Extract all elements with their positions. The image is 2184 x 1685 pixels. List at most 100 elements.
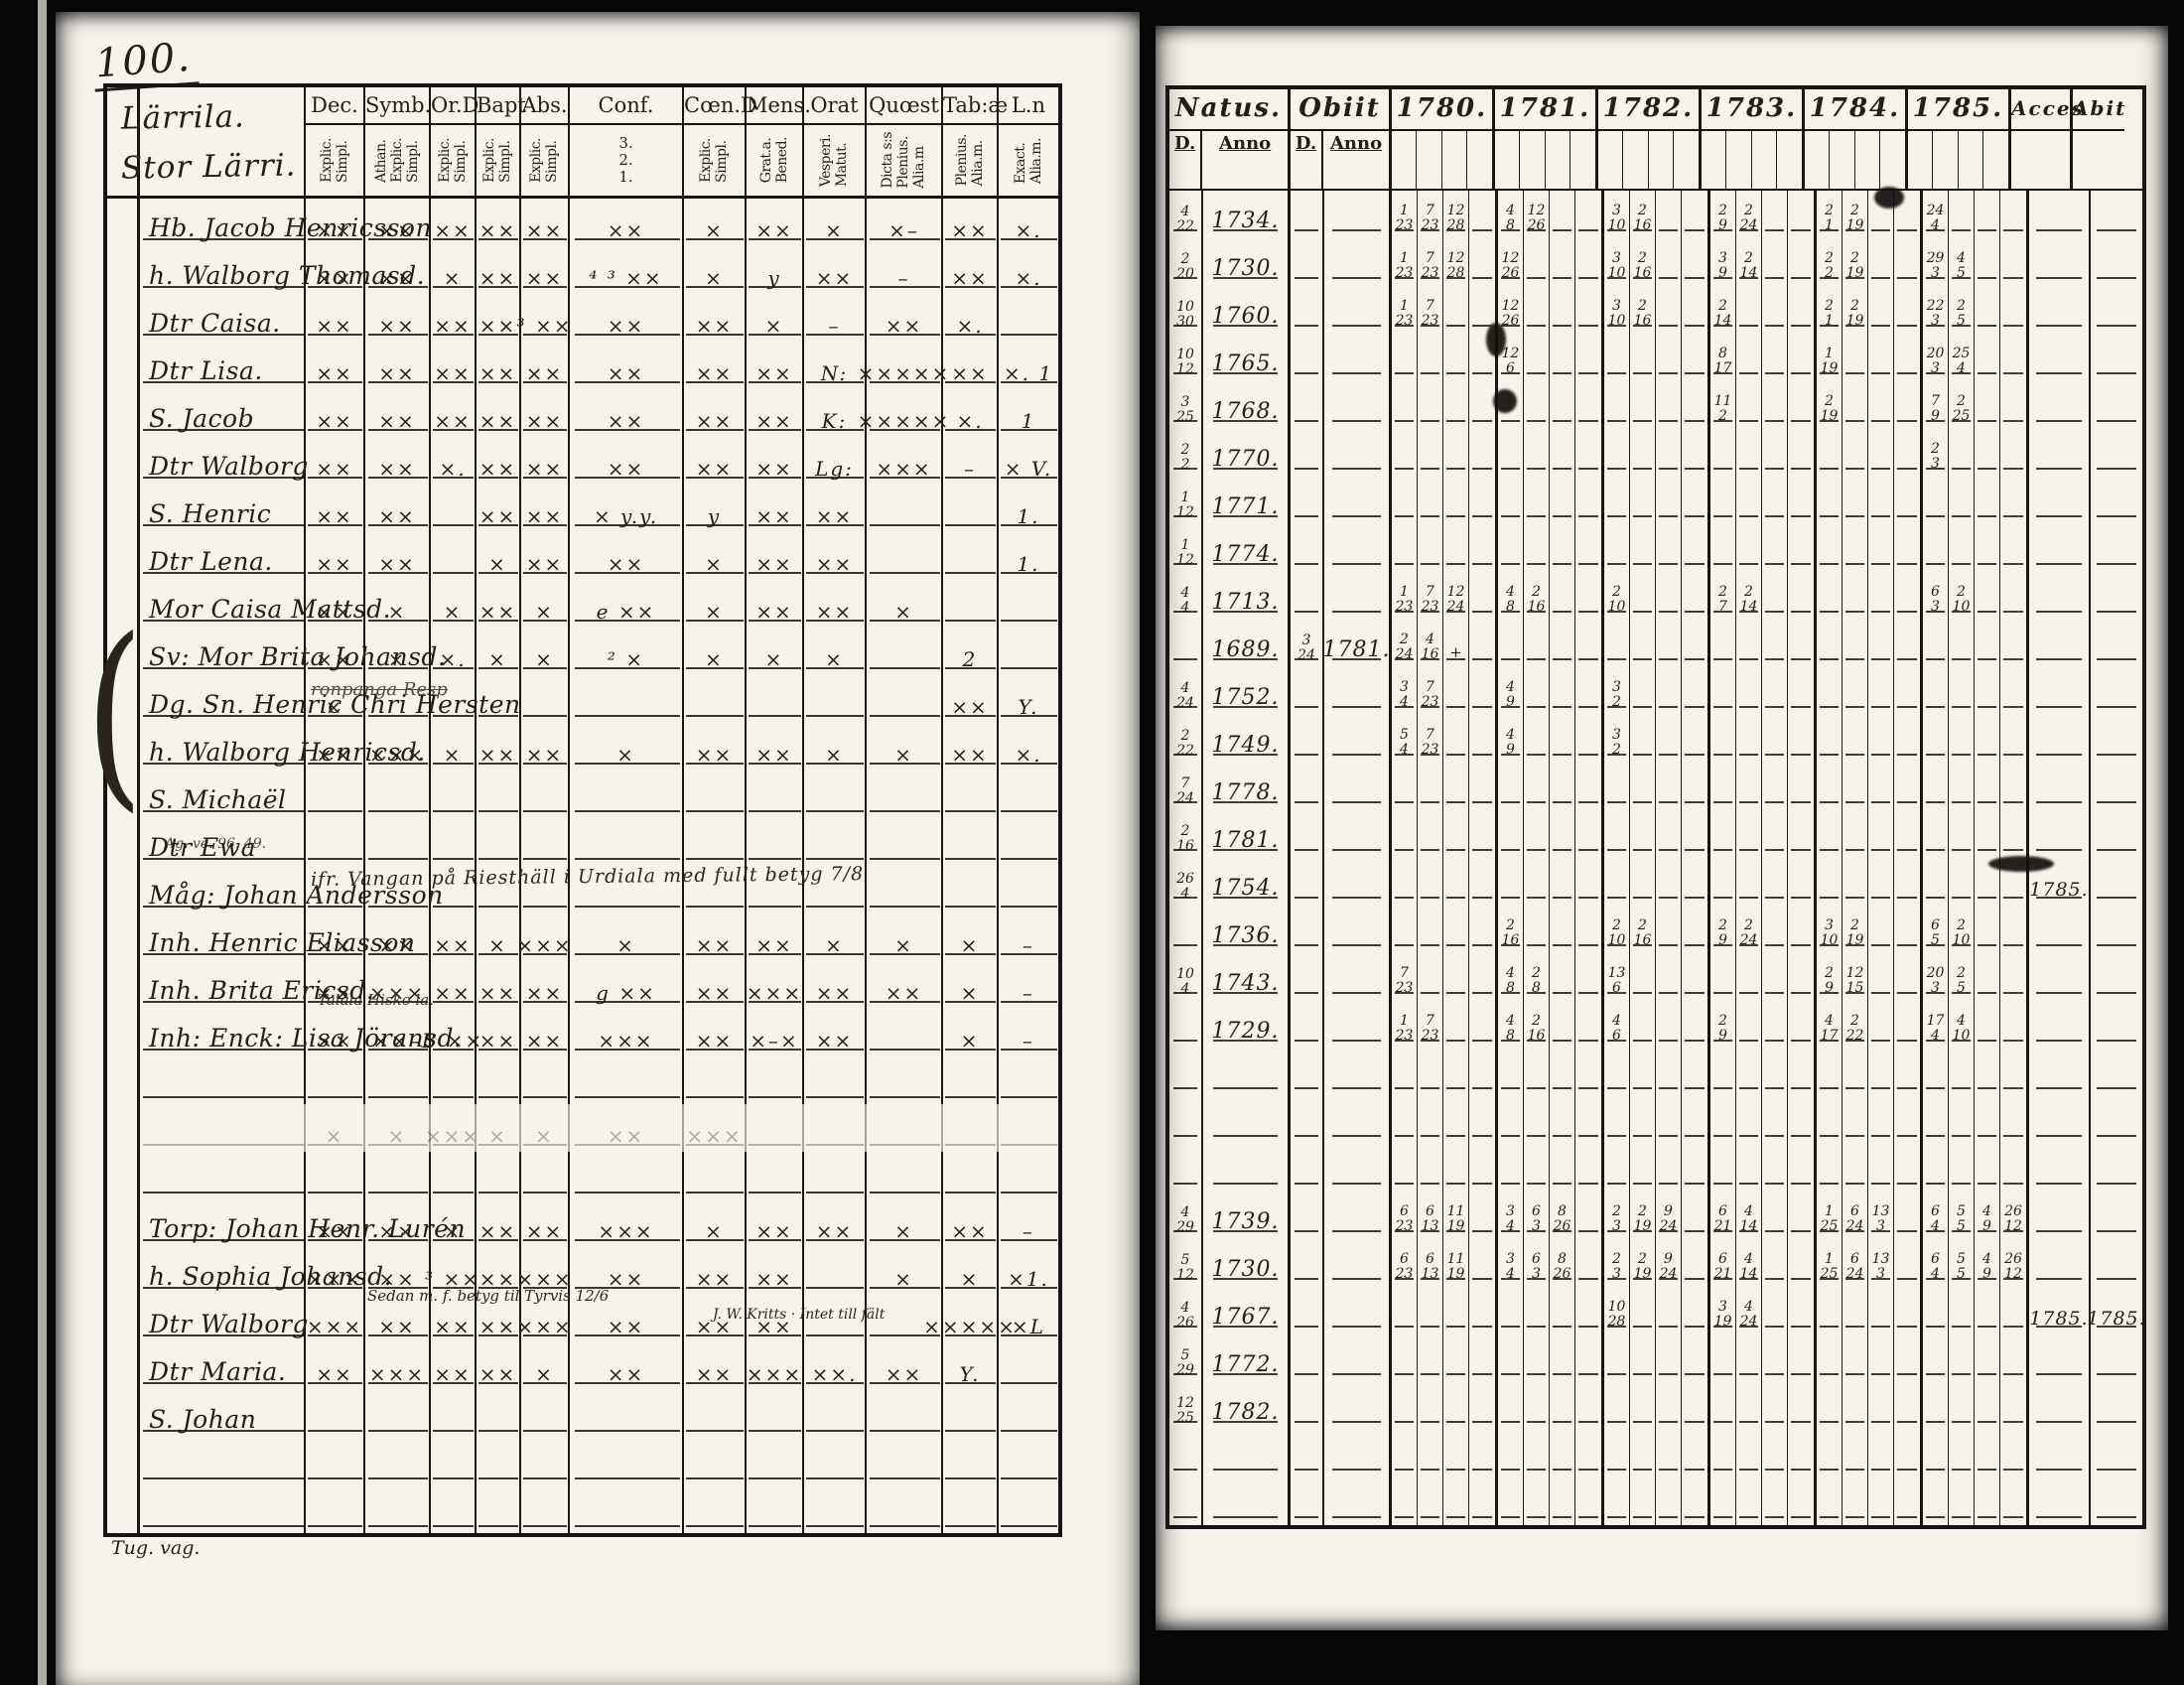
mark-cell — [431, 1485, 477, 1534]
communion-date — [1736, 1382, 1762, 1430]
communion-date — [1762, 429, 1788, 477]
numerator: 2 — [1638, 1203, 1647, 1219]
denominator: 23 — [1421, 265, 1439, 281]
date-value: 12 15 — [1846, 966, 1864, 995]
year-cell-1785 — [1923, 620, 2029, 667]
date-value: 4 10 — [1953, 1014, 1971, 1043]
mark-cell — [365, 1485, 431, 1534]
mark-cell — [999, 1104, 1058, 1152]
communion-date — [1868, 1287, 1894, 1334]
mark-cell — [684, 1152, 747, 1200]
communion-date — [1656, 763, 1682, 810]
acces-cell — [2029, 1144, 2091, 1192]
communion-date — [1736, 858, 1762, 906]
mark-cell: × — [804, 913, 867, 962]
mark-cell — [570, 1056, 684, 1105]
communion-date — [1418, 858, 1443, 906]
communion-date — [1575, 858, 1601, 906]
mark-cell: ×× — [570, 1342, 684, 1391]
natus-day: 1 12 — [1169, 524, 1203, 572]
communion-date — [1575, 429, 1601, 477]
column-header-symb: Symb. Athan. Explic. Simpl. — [365, 87, 431, 197]
year-cell-1783 — [1710, 763, 1817, 810]
year-cell-1781 — [1498, 1334, 1604, 1382]
denominator: 10 — [1607, 217, 1626, 233]
communion-date — [1392, 810, 1418, 858]
natus-anno-value: 1778. — [1211, 780, 1280, 805]
mark-cell — [804, 1152, 867, 1200]
communion-date — [1868, 1144, 1894, 1192]
communion-date — [1392, 1382, 1418, 1430]
column-subheader: Explic. Simpl. — [431, 125, 475, 196]
mark-cell — [431, 1390, 477, 1439]
mark-cell: ×× — [306, 961, 365, 1010]
table-row: Dtr Walborg ××× ×× ×× ×× ××× ×× ×× ×× ××××× ×L — [107, 1295, 1058, 1343]
denominator: 3 — [1876, 1218, 1885, 1234]
mark-cell — [570, 1485, 684, 1534]
communion-date — [1656, 858, 1682, 906]
abit-cell — [2091, 1382, 2142, 1430]
mark-cell: ×× — [365, 294, 431, 343]
communion-date — [1469, 667, 1495, 715]
column-sub-text: Explic. Simpl. — [318, 138, 350, 183]
communion-date — [1550, 1382, 1575, 1430]
numerator: 12 — [1446, 203, 1465, 218]
numerator: 2 — [1180, 251, 1190, 267]
acces-cell — [2029, 1477, 2091, 1525]
numerator: 7 — [1426, 584, 1434, 600]
mark-cell: × — [477, 913, 521, 962]
denominator: 25 — [1820, 1218, 1839, 1234]
year-cell-1784: 1 19 — [1817, 334, 1923, 381]
abit-cell — [2091, 429, 2142, 477]
communion-date — [1894, 620, 1920, 667]
mark-cell: ×× — [306, 913, 365, 962]
communion-date — [1656, 810, 1682, 858]
year-subcolumn — [1598, 131, 1624, 189]
natus-anno-value: 1752. — [1211, 685, 1280, 710]
year-cell-1785 — [1923, 667, 2029, 715]
mark-cell — [867, 1485, 943, 1534]
abit-cell — [2091, 334, 2142, 381]
abit-cell — [2091, 286, 2142, 334]
date-value: 6 24 — [1846, 1204, 1864, 1233]
communion-date: 20 3 — [1923, 953, 1949, 1001]
denominator: 24 — [1739, 217, 1758, 233]
natus-anno-value: 1739. — [1211, 1209, 1280, 1234]
mark-cell: ×× — [306, 342, 365, 390]
numerator: 2 — [1638, 917, 1647, 933]
numerator: 1 — [1180, 537, 1190, 553]
mark-cell: ×. — [431, 437, 477, 486]
mark-cell: ×× — [804, 532, 867, 581]
communion-date — [1923, 524, 1949, 572]
numerator: 2 — [1532, 584, 1541, 600]
natus-day: 4 24 — [1169, 667, 1203, 715]
numerator: 4 — [1982, 1203, 1991, 1219]
date-value: 7 23 — [1422, 728, 1439, 757]
acces-cell — [2029, 381, 2091, 429]
communion-date — [1575, 1334, 1601, 1382]
communion-date — [1975, 763, 2000, 810]
communion-date — [1788, 286, 1814, 334]
natus-anno: 1752. — [1203, 667, 1291, 715]
year-cell-1780 — [1392, 1144, 1498, 1192]
numerator: 3 — [1718, 1299, 1727, 1315]
communion-date — [1550, 858, 1575, 906]
mark-cell: – — [867, 246, 943, 295]
table-row: 10 4 1743. 7 23 4 8 2 8 13 6 2 9 12 15 20 3 2 5 — [1169, 953, 2142, 1001]
numerator: 2 — [1718, 584, 1727, 600]
year-subcolumn — [1674, 131, 1699, 189]
numerator: 3 — [1612, 727, 1621, 743]
year-subcolumn — [1830, 131, 1855, 189]
obiit-day — [1291, 334, 1324, 381]
communion-date — [1894, 524, 1920, 572]
obiit-anno — [1324, 1239, 1392, 1287]
denominator: 24 — [1297, 647, 1315, 663]
numerator: 2 — [1638, 298, 1647, 314]
communion-date — [1894, 1239, 1920, 1287]
